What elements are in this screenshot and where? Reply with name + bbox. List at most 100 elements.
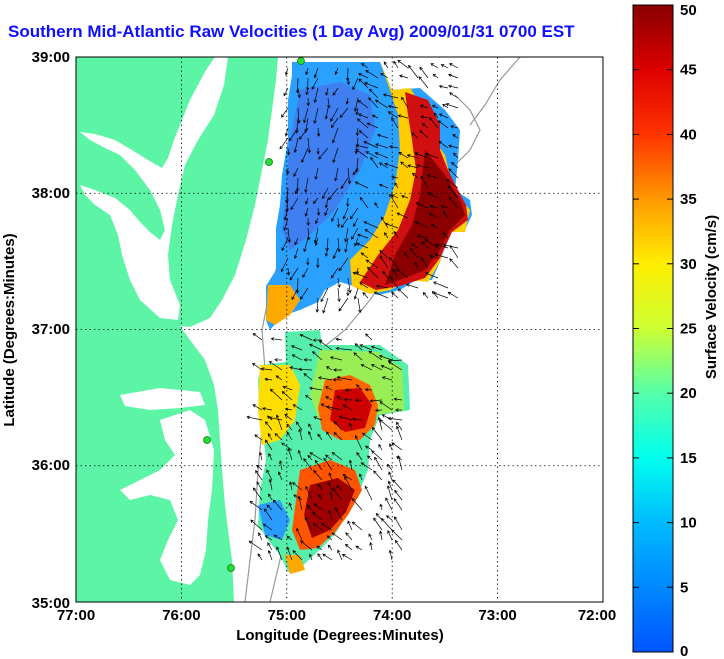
current-vector	[346, 287, 350, 297]
current-vector	[353, 97, 359, 112]
current-vector	[283, 217, 289, 231]
current-vector	[291, 354, 303, 361]
current-vector	[379, 255, 389, 269]
current-vector	[307, 137, 311, 154]
current-vector	[386, 463, 393, 471]
current-vector	[284, 127, 289, 137]
current-vector	[314, 167, 319, 180]
current-vector	[388, 443, 393, 451]
current-vector	[393, 230, 399, 239]
current-vector	[314, 217, 319, 225]
current-vector	[308, 423, 313, 431]
current-vector	[365, 259, 379, 269]
current-vector	[358, 78, 369, 89]
station-marker	[265, 158, 273, 166]
current-vector	[316, 257, 320, 269]
current-vector	[388, 549, 393, 561]
current-vector	[394, 489, 403, 501]
current-vector	[353, 287, 359, 300]
current-vector	[391, 194, 399, 199]
current-vector	[387, 480, 393, 491]
current-vector	[379, 249, 389, 259]
current-vector	[359, 196, 369, 209]
current-vector	[288, 481, 293, 491]
current-vector	[430, 63, 439, 69]
current-vector	[364, 485, 373, 501]
current-vector	[338, 257, 349, 272]
current-vector	[266, 469, 273, 481]
x-axis: 77:00 76:00 75:00 74:00 73:00 72:00 Long…	[57, 607, 616, 644]
y-axis: 39:00 38:00 37:00 36:00 35:00 Latitude (…	[1, 49, 70, 612]
current-vector	[294, 187, 299, 195]
current-vector	[388, 256, 399, 269]
current-vector	[366, 122, 379, 129]
current-vector	[269, 388, 283, 401]
y-axis-label: Latitude (Degrees:Minutes)	[1, 233, 18, 426]
current-vector	[343, 397, 353, 402]
current-vector	[449, 244, 459, 259]
current-vector	[333, 368, 343, 372]
current-vector	[371, 426, 383, 441]
current-vector	[324, 454, 333, 461]
current-vector	[326, 405, 343, 411]
current-vector	[313, 416, 323, 421]
current-vector	[364, 445, 373, 451]
current-vector	[398, 152, 409, 159]
current-vector	[394, 516, 403, 531]
current-vector	[380, 364, 393, 371]
current-vector	[447, 291, 459, 299]
current-vector	[357, 99, 369, 109]
y-tick-label: 39:00	[32, 49, 70, 66]
current-vector	[354, 181, 369, 189]
current-vector	[401, 96, 409, 109]
current-vector	[276, 546, 283, 561]
current-vector	[384, 232, 389, 239]
current-vector	[396, 425, 403, 441]
current-vector	[438, 113, 449, 119]
current-vector	[303, 107, 309, 124]
current-vector	[377, 416, 383, 431]
current-vector	[414, 262, 419, 269]
current-vector	[337, 549, 343, 561]
current-vector	[291, 482, 303, 491]
current-vector	[307, 430, 313, 441]
current-vector	[375, 512, 383, 521]
current-vector	[286, 546, 293, 561]
current-vector	[246, 415, 263, 421]
current-vector	[306, 97, 311, 107]
current-vector	[287, 227, 291, 243]
current-vector	[258, 532, 263, 541]
current-vector	[327, 509, 333, 521]
current-vector	[325, 87, 329, 96]
current-vector	[420, 175, 429, 189]
current-vector	[308, 553, 313, 561]
current-vector	[429, 254, 439, 259]
current-vector	[321, 523, 333, 531]
current-vector	[290, 345, 303, 351]
current-vector	[375, 143, 389, 149]
current-vector	[298, 367, 313, 372]
current-vector	[305, 67, 309, 76]
current-vector	[304, 516, 313, 531]
grid-lines	[76, 57, 603, 602]
current-vector	[284, 413, 293, 421]
colorbar-tick-label: 45	[680, 62, 697, 79]
current-vector	[316, 147, 320, 155]
current-vector	[355, 127, 360, 137]
colorbar-label: Surface Velocity (cm/s)	[703, 215, 720, 379]
current-vector	[288, 127, 299, 142]
current-vector	[306, 217, 310, 227]
current-vector	[317, 553, 323, 561]
colorbar-tick-label: 30	[680, 256, 697, 273]
current-vector	[345, 532, 353, 541]
velocity-field-south	[285, 555, 305, 574]
current-vector	[250, 519, 263, 531]
current-vector	[370, 156, 379, 169]
velocity-field-north	[282, 82, 375, 250]
current-vector	[324, 197, 329, 209]
current-vector	[349, 207, 359, 220]
current-vector	[314, 459, 323, 471]
current-vector	[449, 92, 459, 99]
current-vector	[332, 487, 343, 501]
current-vector	[356, 451, 363, 461]
